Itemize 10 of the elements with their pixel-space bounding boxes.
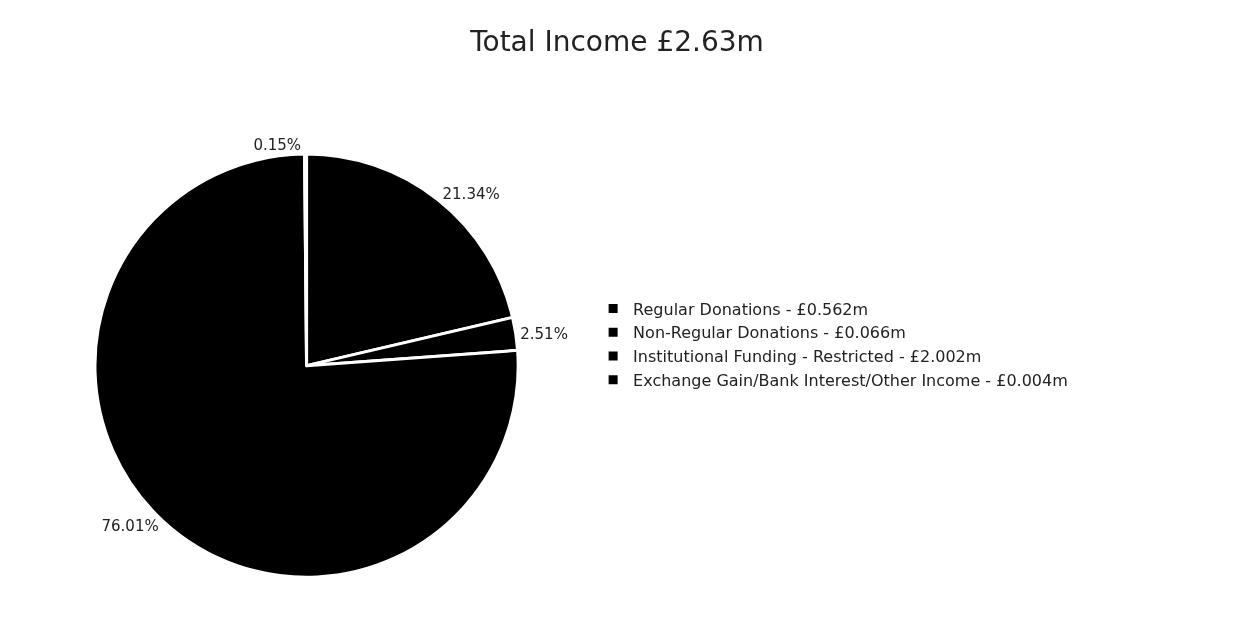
chart-title: Total Income £2.63m xyxy=(469,25,764,59)
data-label: 0.15% xyxy=(253,136,302,155)
pie-slice xyxy=(93,152,520,579)
data-label: 76.01% xyxy=(101,517,159,536)
legend-label: Regular Donations - £0.562m xyxy=(633,299,869,319)
legend-label: Non-Regular Donations - £0.066m xyxy=(633,323,906,343)
data-label: 21.34% xyxy=(442,185,500,204)
data-label: 2.51% xyxy=(520,324,568,343)
legend-label: Exchange Gain/Bank Interest/Other Income - £0.004m xyxy=(633,371,1068,391)
legend-label: Institutional Funding - Restricted - £2.002m xyxy=(633,347,982,367)
